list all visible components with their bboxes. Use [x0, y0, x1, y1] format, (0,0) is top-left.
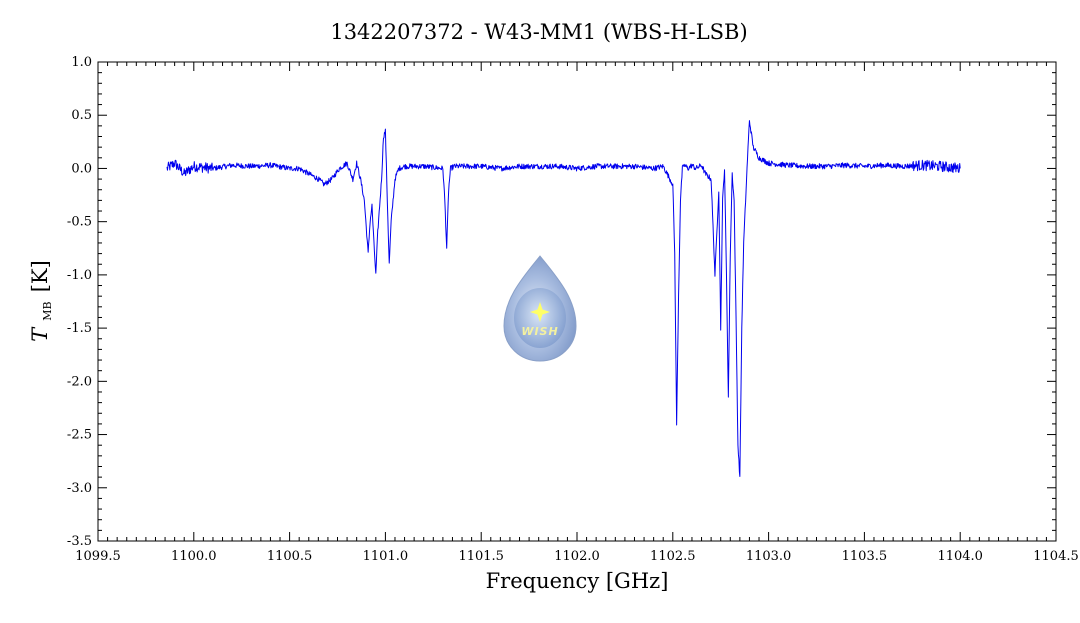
x-tick-label: 1100.5 [267, 549, 313, 564]
y-axis-subscript: MB [41, 301, 54, 320]
y-axis-title: T MB [K] [28, 260, 55, 342]
x-tick-label: 1103.5 [842, 549, 888, 564]
star-icon [530, 302, 550, 322]
y-tick-label: -0.5 [67, 215, 92, 230]
axis-ticks [97, 61, 1057, 542]
plot-frame [97, 61, 1057, 542]
y-axis-unit: [K] [28, 260, 52, 292]
y-tick-label: -3.5 [67, 534, 92, 549]
x-tick-label: 1102.5 [650, 549, 696, 564]
x-axis-title: Frequency [GHz] [486, 569, 669, 593]
y-axis-symbol: T [28, 326, 52, 342]
y-tick-labels: 1.0 0.5 0.0 -0.5 -1.0 -1.5 -2.0 -2.5 -3.0 -3.5 [67, 55, 92, 549]
y-tick-label: -3.0 [67, 481, 92, 496]
spectrum-line [166, 120, 961, 477]
x-tick-label: 1104.0 [937, 549, 983, 564]
x-tick-label: 1100.0 [171, 549, 217, 564]
wish-logo: WISH [503, 255, 577, 362]
y-tick-label: 1.0 [71, 55, 92, 70]
logo-text: WISH [521, 325, 558, 338]
x-tick-labels: 1099.5 1100.0 1100.5 1101.0 1101.5 1102.0 1102… [75, 549, 1079, 564]
x-tick-label: 1099.5 [75, 549, 121, 564]
y-tick-label: -1.0 [67, 268, 92, 283]
x-tick-label: 1104.5 [1033, 549, 1079, 564]
x-tick-label: 1102.0 [554, 549, 600, 564]
y-tick-label: 0.5 [71, 108, 92, 123]
y-tick-label: -1.5 [67, 321, 92, 336]
x-tick-label: 1103.0 [746, 549, 792, 564]
y-tick-label: 0.0 [71, 161, 92, 176]
x-tick-label: 1101.0 [363, 549, 409, 564]
y-tick-label: -2.5 [67, 428, 92, 443]
y-tick-label: -2.0 [67, 374, 92, 389]
x-tick-label: 1101.5 [458, 549, 504, 564]
chart-title: 1342207372 - W43-MM1 (WBS-H-LSB) [330, 20, 747, 44]
